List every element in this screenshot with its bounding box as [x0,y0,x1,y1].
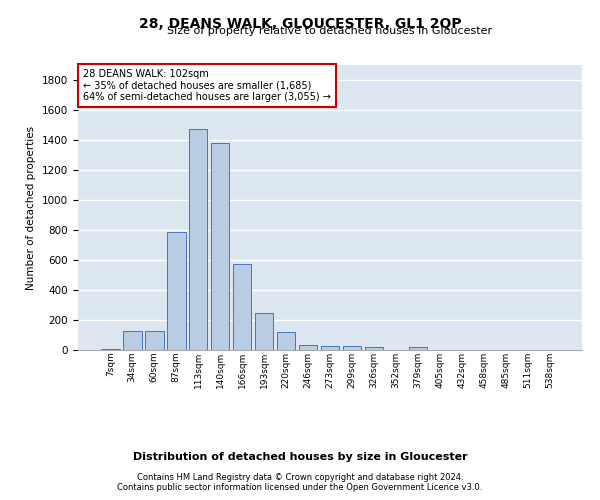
Bar [123,330,142,350]
Bar [343,346,361,350]
Text: Contains HM Land Registry data © Crown copyright and database right 2024.: Contains HM Land Registry data © Crown c… [137,472,463,482]
Bar [365,347,383,350]
Bar [255,312,274,350]
Bar [320,346,340,350]
Bar [167,232,185,350]
Bar [233,264,251,350]
Bar [189,128,208,350]
Bar [145,330,164,350]
Text: 28, DEANS WALK, GLOUCESTER, GL1 2QP: 28, DEANS WALK, GLOUCESTER, GL1 2QP [139,18,461,32]
Bar [409,347,427,350]
Text: Contains public sector information licensed under the Open Government Licence v3: Contains public sector information licen… [118,482,482,492]
Bar [101,348,119,350]
Title: Size of property relative to detached houses in Gloucester: Size of property relative to detached ho… [167,26,493,36]
Y-axis label: Number of detached properties: Number of detached properties [26,126,37,290]
Text: 28 DEANS WALK: 102sqm
← 35% of detached houses are smaller (1,685)
64% of semi-d: 28 DEANS WALK: 102sqm ← 35% of detached … [83,70,331,102]
Bar [277,332,295,350]
Bar [299,345,317,350]
Bar [211,143,229,350]
Text: Distribution of detached houses by size in Gloucester: Distribution of detached houses by size … [133,452,467,462]
